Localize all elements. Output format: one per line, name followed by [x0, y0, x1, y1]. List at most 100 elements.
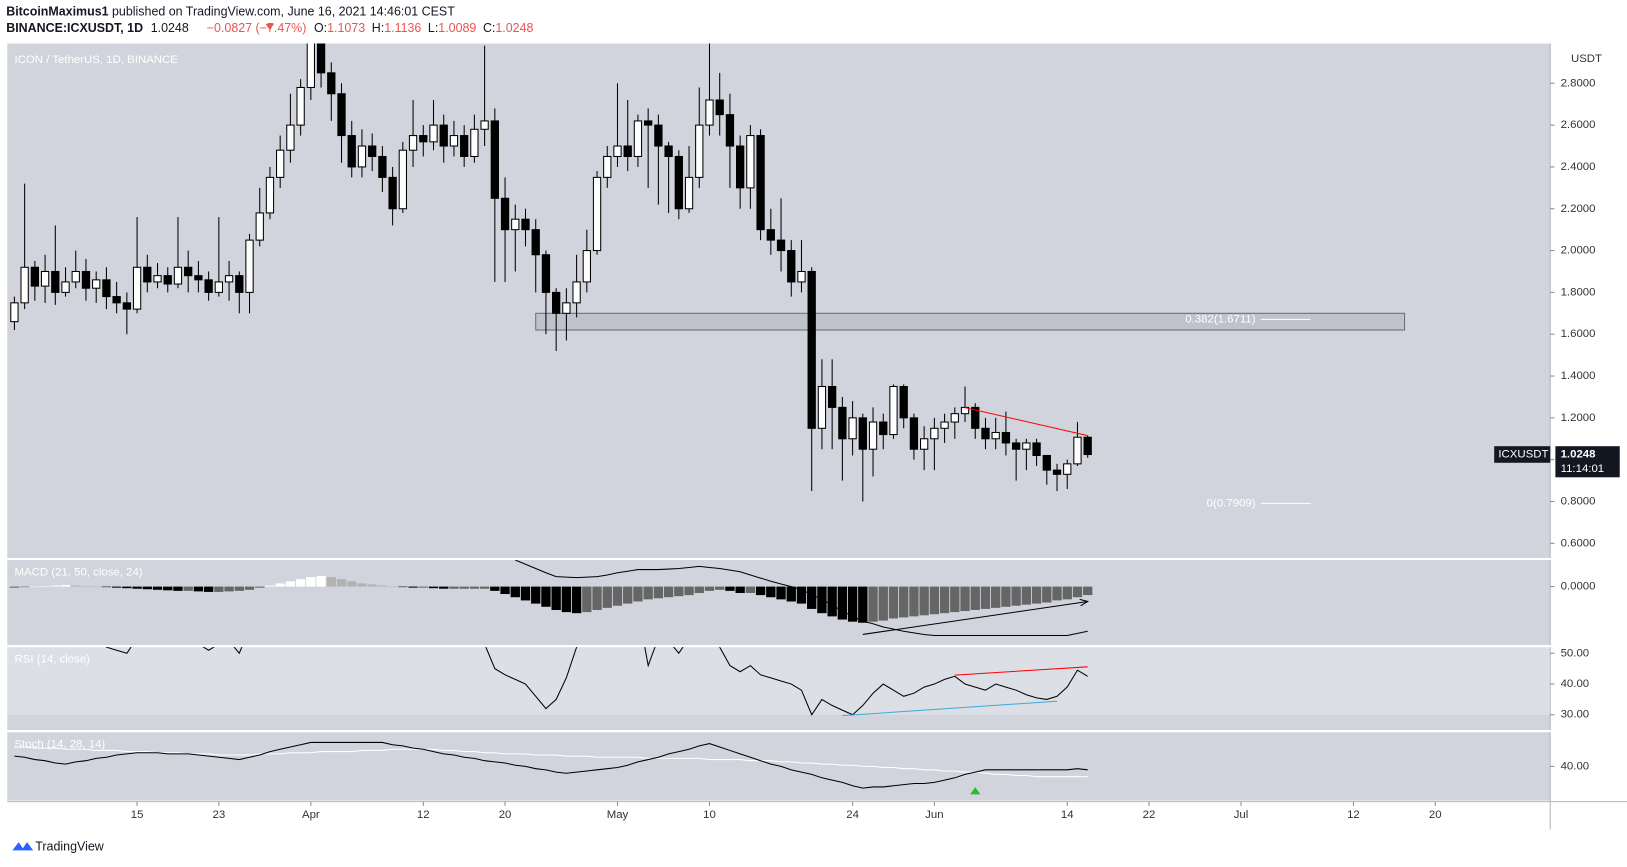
candle-body	[644, 120, 653, 126]
candle-body	[429, 124, 438, 143]
histogram-bar	[101, 586, 112, 588]
histogram-bar	[766, 586, 776, 598]
y-tick-label: 50.00	[1561, 647, 1590, 659]
histogram-bar	[796, 586, 807, 604]
candle-body	[449, 135, 459, 147]
candle-body	[664, 145, 673, 157]
candle-body	[245, 239, 254, 293]
candle-body	[827, 385, 837, 408]
histogram-bar	[1001, 586, 1011, 607]
histogram-bar	[357, 583, 367, 587]
candle-body	[736, 145, 745, 189]
panel-title: Stoch (14, 28, 14)	[15, 739, 106, 751]
histogram-bar	[1031, 586, 1042, 604]
author: BitcoinMaximus1	[6, 5, 108, 19]
histogram-bar	[234, 586, 244, 591]
histogram-bar	[244, 586, 255, 590]
candle-body	[868, 421, 878, 450]
x-tick-label: May	[607, 809, 629, 821]
candle-body	[715, 99, 724, 116]
ohlc-o: 1.1073	[327, 21, 365, 35]
candle-body	[1042, 454, 1051, 471]
ohlc-h-label: H:	[372, 21, 384, 35]
histogram-bar	[193, 586, 204, 592]
candle-body	[316, 43, 326, 74]
histogram-bar	[551, 586, 561, 610]
candle-body	[306, 43, 315, 88]
histogram-bar	[868, 586, 878, 622]
candle-body	[194, 275, 203, 281]
histogram-bar	[398, 586, 408, 588]
histogram-bar	[612, 586, 623, 606]
histogram-bar	[50, 585, 60, 587]
signal-marker	[970, 787, 981, 795]
candle-body	[30, 266, 40, 287]
y-tick-label: 2.2000	[1561, 203, 1596, 215]
histogram-bar	[91, 586, 101, 588]
y-tick-label: 0.8000	[1561, 496, 1596, 508]
candle-body	[725, 114, 735, 147]
candle-body	[582, 250, 591, 283]
change: −0.0827 (−7.47%)	[207, 21, 307, 35]
candle-body	[1063, 463, 1072, 475]
ohlc-l: 1.0089	[438, 21, 476, 35]
candle-body	[460, 135, 469, 157]
last: 1.0248	[151, 21, 189, 35]
panel-title: ICON / TetherUS, 1D, BINANCE	[15, 54, 179, 66]
histogram-bar	[387, 586, 398, 588]
candle-body	[153, 275, 162, 283]
y-tick-label: 2.4000	[1561, 161, 1596, 173]
candle-body	[347, 135, 356, 168]
y-tick-label: 0.6000	[1561, 537, 1596, 549]
candle-body	[684, 176, 694, 210]
candle-body	[1001, 431, 1011, 444]
candle-body	[838, 406, 847, 440]
panel-background	[7, 43, 1551, 558]
histogram-bar	[878, 586, 888, 621]
histogram-bar	[735, 586, 745, 593]
histogram-bar	[449, 586, 459, 589]
histogram-bar	[439, 586, 449, 589]
stoch-line	[14, 741, 1088, 789]
candle-body	[92, 279, 101, 289]
candle-body	[265, 176, 275, 214]
histogram-bar	[847, 586, 858, 622]
ohlc-l-label: L:	[428, 21, 438, 35]
histogram-bar	[725, 586, 735, 591]
candle-body	[439, 124, 448, 147]
candle-body	[899, 385, 908, 419]
candle-body	[572, 281, 581, 304]
candle-body	[276, 149, 285, 178]
histogram-bar	[203, 586, 214, 592]
panel-background	[7, 647, 1551, 731]
candle-body	[960, 406, 970, 415]
x-tick-label: 20	[1429, 809, 1442, 821]
candle-body	[61, 281, 70, 293]
panel-background	[7, 560, 1551, 646]
histogram-bar	[541, 586, 551, 607]
panel	[9, 560, 1093, 637]
ohlc-o-label: O:	[314, 21, 327, 35]
histogram-bar	[755, 586, 766, 596]
trend-arrow-head	[1079, 598, 1090, 607]
y-tick-label: 1.8000	[1561, 286, 1596, 298]
histogram-bar	[81, 586, 91, 587]
trend-line	[862, 600, 1088, 635]
macd-line	[515, 560, 1088, 637]
histogram-bar	[786, 586, 796, 602]
histogram-bar	[909, 586, 919, 617]
histogram-bar	[295, 579, 306, 587]
candle-body	[848, 417, 857, 440]
candle-body	[337, 93, 346, 137]
candle-body	[184, 266, 193, 277]
histogram-bar	[71, 585, 81, 587]
histogram-bar	[858, 586, 868, 623]
candle-body	[419, 135, 428, 143]
ohlc-h: 1.1136	[384, 21, 421, 35]
panel	[14, 741, 1088, 795]
histogram-bar	[582, 586, 592, 613]
histogram-bar	[479, 586, 490, 589]
histogram-bar	[122, 586, 132, 589]
trend-line	[954, 666, 1088, 676]
